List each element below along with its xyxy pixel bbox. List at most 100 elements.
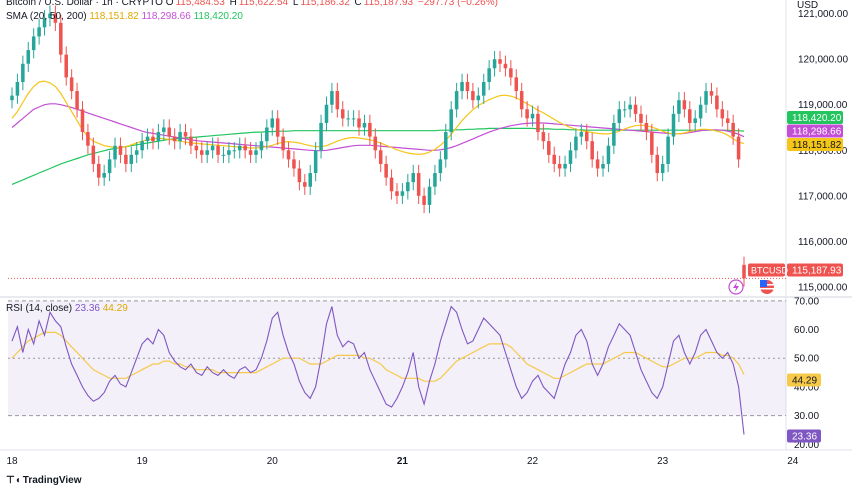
candle-body — [37, 27, 41, 37]
rsi-band-fill — [8, 300, 786, 416]
candle-body — [86, 132, 90, 146]
candles — [10, 5, 746, 287]
candle-body — [254, 150, 258, 155]
candle-body — [411, 173, 416, 183]
candle-body — [666, 136, 670, 164]
candle-body — [113, 145, 117, 160]
candle-body — [509, 68, 513, 78]
candle-body — [172, 136, 177, 142]
candle-body — [427, 186, 432, 205]
candle-body — [232, 150, 237, 152]
candle-body — [270, 118, 275, 128]
sma-label: SMA (20, 50, 200) — [6, 11, 87, 22]
rsi-marker-label: 23.36 — [792, 432, 817, 443]
candle-body — [59, 22, 63, 55]
candle-body — [449, 109, 453, 133]
sma-legend[interactable]: SMA (20, 50, 200) 118,151.82 118,298.66 … — [6, 11, 243, 22]
price-marker — [787, 111, 843, 124]
candle-body — [471, 91, 475, 101]
candle-body — [308, 173, 312, 187]
candle-body — [525, 109, 529, 119]
candle-body — [547, 141, 551, 155]
price-marker-label: 118,420.20 — [792, 113, 842, 124]
rsi-tick-label: 20.00 — [794, 440, 819, 451]
candle-body — [313, 150, 318, 174]
currency-label: USD — [797, 0, 818, 11]
rsi-tick-label: 50.00 — [794, 354, 819, 365]
candle-body — [118, 145, 123, 155]
candle-body — [335, 91, 340, 110]
candle-body — [536, 113, 540, 133]
candle-body — [519, 91, 524, 110]
candle-body — [64, 54, 68, 78]
candle-body — [655, 154, 660, 174]
candle-body — [292, 159, 296, 169]
candle-body — [704, 91, 708, 105]
time-tick-label: 23 — [657, 456, 669, 467]
candle-body — [102, 173, 106, 178]
candle-body — [438, 159, 443, 174]
candle-body — [612, 122, 616, 146]
candle-body — [162, 127, 166, 133]
candle-body — [237, 145, 242, 151]
candle-body — [498, 59, 502, 64]
candle-body — [617, 109, 622, 123]
rsi-ma-value: 44.29 — [102, 303, 128, 314]
rsi-legend[interactable]: RSI (14, close) 23.36 44.29 — [6, 303, 128, 314]
candle-body — [465, 81, 470, 92]
candle-body — [742, 264, 746, 279]
rsi-value: 23.36 — [74, 303, 100, 314]
symbol-header: Bitcoin / U.S. Dollar · 1h · CRYPTO O 115… — [6, 0, 498, 8]
symbol-tag — [748, 263, 785, 277]
candle-body — [319, 122, 323, 151]
price-marker-label: 115,187.93 — [792, 266, 842, 277]
candle-body — [75, 91, 79, 110]
rsi-marker — [787, 429, 821, 443]
rsi-tick-label: 40.00 — [794, 382, 819, 393]
candle-body — [357, 118, 361, 128]
candle-body — [31, 36, 36, 51]
price-tick-label: 115,000.00 — [798, 282, 848, 293]
candle-body — [124, 154, 128, 164]
candle-body — [541, 132, 546, 142]
candle-body — [725, 118, 730, 123]
candle-body — [259, 141, 264, 151]
tradingview-branding: ⊤◖ TradingView — [6, 475, 82, 486]
candle-body — [389, 177, 394, 192]
price-tick-label: 118,000.00 — [798, 146, 848, 157]
price-marker-label: 118,151.82 — [792, 140, 842, 151]
candle-body — [286, 150, 291, 160]
time-tick-label: 18 — [6, 456, 18, 467]
candle-body — [671, 113, 676, 137]
candle-body — [91, 145, 96, 164]
us-flag-icon — [760, 280, 774, 294]
price-tick-label: 116,000.00 — [798, 237, 848, 248]
candle-body — [476, 95, 481, 101]
candle-body — [362, 122, 367, 128]
candle-body — [698, 104, 703, 119]
candle-body — [736, 136, 741, 160]
candle-body — [373, 136, 378, 151]
candle-body — [221, 154, 226, 156]
change-value: −297.73 (−0.26%) — [417, 0, 498, 8]
candle-body — [145, 136, 150, 142]
candle-body — [80, 109, 85, 133]
candle-body — [503, 63, 508, 69]
candle-body — [324, 104, 329, 123]
candle-body — [433, 173, 437, 187]
candle-body — [205, 150, 209, 155]
high-value: 115,622.54 — [238, 0, 289, 8]
candle-body — [693, 118, 697, 123]
candle-body — [731, 122, 735, 137]
candle-body — [69, 77, 74, 92]
candle-body — [189, 136, 193, 146]
candle-body — [590, 141, 594, 160]
candle-body — [579, 132, 584, 137]
candle-body — [709, 91, 714, 96]
candle-body — [487, 68, 491, 82]
candle-body — [243, 145, 247, 151]
candle-body — [584, 132, 589, 142]
price-tick-label: 120,000.00 — [798, 55, 848, 66]
candle-body — [10, 95, 14, 101]
